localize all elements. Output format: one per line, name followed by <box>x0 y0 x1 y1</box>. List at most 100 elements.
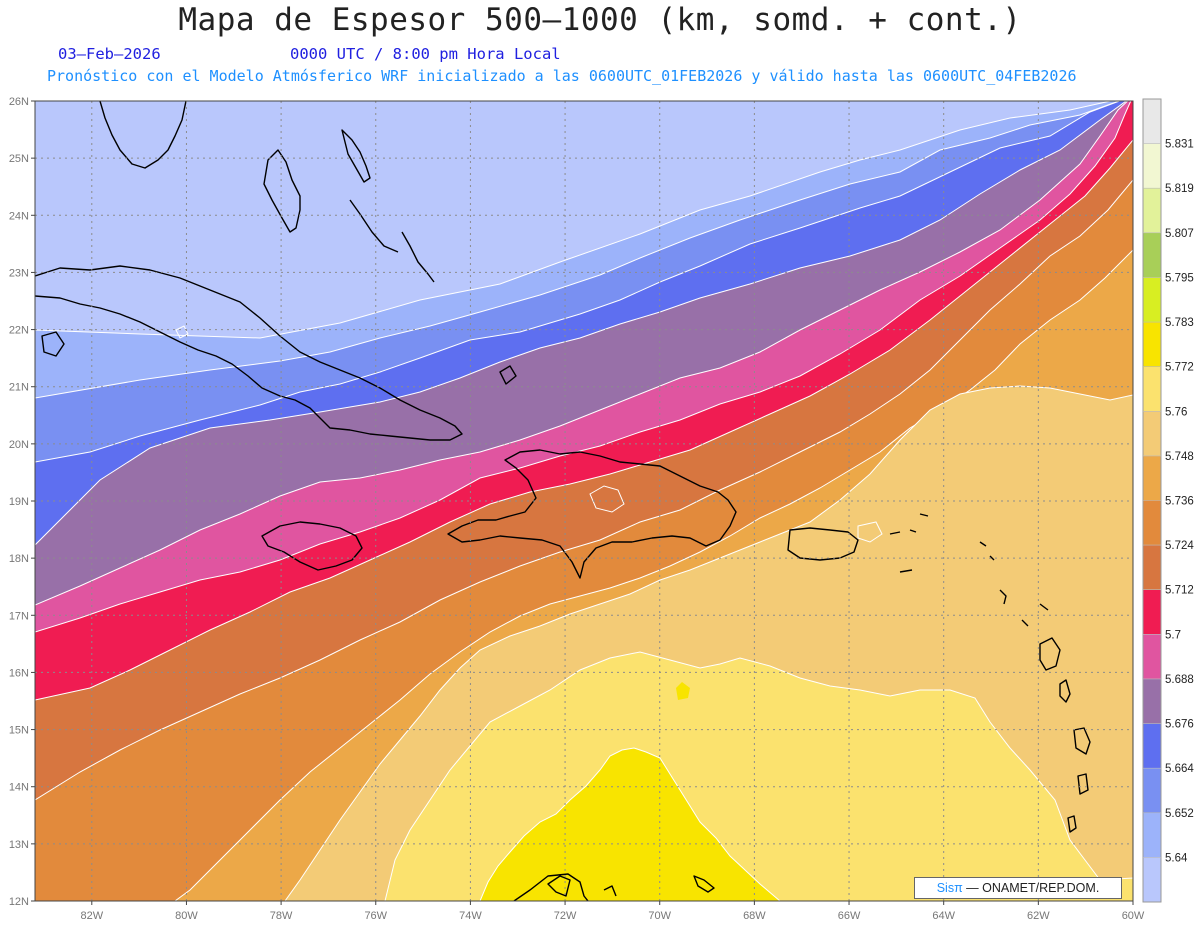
filled-contours <box>35 101 1133 901</box>
forecast-date: 03—Feb—2026 <box>58 45 161 63</box>
colorbar-label: 5.64 <box>1165 852 1188 864</box>
colorbar-label: 5.676 <box>1165 719 1194 731</box>
colorbar-swatch <box>1143 857 1161 903</box>
andros-island <box>263 149 301 233</box>
lon-label: 76W <box>364 910 387 922</box>
colorbar-label: 5.76 <box>1165 406 1187 418</box>
contour-loop-cuba <box>175 325 189 339</box>
colorbar-swatch <box>1143 723 1161 769</box>
lon-label: 78W <box>270 910 293 922</box>
map-title: Mapa de Espesor 500—1000 (km, somd. + co… <box>178 2 1022 38</box>
lat-label: 16N <box>9 667 29 679</box>
colorbar-label: 5.688 <box>1165 674 1194 686</box>
colorbar-label: 5.664 <box>1165 763 1194 775</box>
lon-label: 66W <box>838 910 861 922</box>
lat-label: 15N <box>9 725 29 737</box>
lon-label: 68W <box>743 910 766 922</box>
lon-label: 64W <box>932 910 955 922</box>
colorbar-swatch <box>1143 678 1161 725</box>
colorbar-label: 5.831 <box>1165 139 1194 151</box>
lat-label: 24N <box>9 210 29 222</box>
lat-label: 21N <box>9 382 29 394</box>
credit-brand: Sisπ <box>936 881 963 895</box>
isle-of-youth <box>41 331 65 357</box>
lon-label: 62W <box>1027 910 1050 922</box>
turks-caicos <box>499 365 517 385</box>
lat-label: 20N <box>9 439 29 451</box>
colorbar-label: 5.772 <box>1165 362 1194 374</box>
colorbar-label: 5.748 <box>1165 451 1194 463</box>
colorbar-swatch <box>1143 545 1161 591</box>
colorbar-swatch <box>1143 143 1161 189</box>
colorbar-label: 5.712 <box>1165 585 1194 597</box>
grid-lines <box>35 101 1133 901</box>
colorbar-swatch <box>1143 322 1161 368</box>
florida-coast <box>99 101 187 169</box>
colorbar-swatch <box>1143 99 1161 145</box>
colorbar-label: 5.7 <box>1165 629 1181 641</box>
aruba-curacao <box>547 875 617 897</box>
model-info: Pronóstico con el Modelo Atmósferico WRF… <box>47 67 1077 85</box>
hispaniola-coast <box>447 449 737 579</box>
jamaica-coast <box>261 521 363 571</box>
colorbar-swatch <box>1143 589 1161 635</box>
lon-label: 74W <box>459 910 482 922</box>
cat-long-island <box>401 231 435 283</box>
colorbar-swatch <box>1143 812 1161 858</box>
exuma-chain <box>349 199 399 253</box>
lat-label: 12N <box>9 896 29 908</box>
eleuthera-island <box>341 129 371 183</box>
lat-label: 25N <box>9 153 29 165</box>
lon-label: 82W <box>80 910 103 922</box>
colorbar: 5.831 5.819 5.807 5.795 5.783 5.772 5.76 5.748 5… <box>1142 98 1194 903</box>
lon-label: 70W <box>648 910 671 922</box>
lat-label: 14N <box>9 782 29 794</box>
colorbar-swatch <box>1143 277 1161 323</box>
lat-label: 19N <box>9 496 29 508</box>
lat-label: 23N <box>9 267 29 279</box>
colorbar-swatch <box>1143 366 1161 412</box>
colorbar-swatch <box>1143 500 1161 546</box>
lat-label: 17N <box>9 610 29 622</box>
lon-label: 80W <box>175 910 198 922</box>
colorbar-swatch <box>1143 634 1161 680</box>
coastlines <box>35 101 1091 901</box>
colorbar-swatch <box>1143 768 1161 814</box>
virgin-islands <box>889 513 929 535</box>
st-lucia <box>1077 773 1089 795</box>
band-purple-spot <box>406 430 426 444</box>
colorbar-label: 5.807 <box>1165 228 1194 240</box>
lat-label: 22N <box>9 325 29 337</box>
credit-box: Sisπ — ONAMET/REP.DOM. <box>914 877 1122 899</box>
lon-label: 60W <box>1122 910 1145 922</box>
colorbar-label: 5.819 <box>1165 183 1194 195</box>
forecast-time: 0000 UTC / 8:00 pm Hora Local <box>290 45 561 63</box>
contour-highlights <box>175 325 883 543</box>
colorbar-swatch <box>1143 188 1161 234</box>
colorbar-label: 5.795 <box>1165 272 1194 284</box>
st-vincent <box>1067 815 1077 833</box>
contour-loop-pr <box>857 521 883 543</box>
axis-labels: 26N 25N 24N 23N 22N 21N 20N 19N 18N 17N 16N 15N 14N 1… <box>9 96 1145 922</box>
band-yellow <box>479 747 781 901</box>
colorbar-label: 5.724 <box>1165 540 1194 552</box>
cuba-coast <box>35 265 463 441</box>
contour-loop-hispaniola <box>589 485 625 513</box>
lat-label: 26N <box>9 96 29 108</box>
venezuela-coast <box>513 873 589 901</box>
credit-text: — ONAMET/REP.DOM. <box>962 881 1100 895</box>
colorbar-label: 5.652 <box>1165 808 1194 820</box>
martinique <box>1073 727 1091 755</box>
guadeloupe <box>1039 637 1061 671</box>
lat-label: 18N <box>9 553 29 565</box>
band-yellow-spot <box>676 682 690 700</box>
small-islands <box>899 541 1049 627</box>
colorbar-swatch <box>1143 455 1161 501</box>
lon-label: 72W <box>554 910 577 922</box>
colorbar-swatch <box>1143 232 1161 278</box>
colorbar-label: 5.783 <box>1165 317 1194 329</box>
puerto-rico-coast <box>787 527 859 561</box>
colorbar-swatch <box>1143 411 1161 457</box>
lat-label: 13N <box>9 839 29 851</box>
